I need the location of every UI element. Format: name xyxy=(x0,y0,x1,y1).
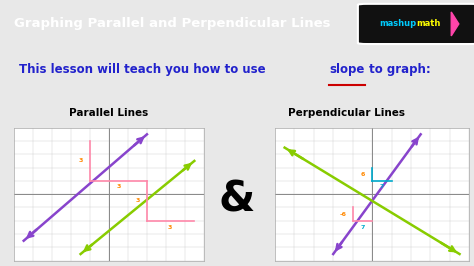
Text: 6: 6 xyxy=(360,172,365,177)
Text: Graphing Parallel and Perpendicular Lines: Graphing Parallel and Perpendicular Line… xyxy=(14,18,331,30)
Text: 3: 3 xyxy=(116,184,121,189)
FancyBboxPatch shape xyxy=(358,4,474,44)
Text: 3: 3 xyxy=(135,198,140,203)
Text: math: math xyxy=(416,19,440,28)
Text: 3: 3 xyxy=(167,225,172,230)
Text: 3: 3 xyxy=(78,159,83,163)
Text: 7: 7 xyxy=(360,225,365,230)
Text: &: & xyxy=(219,178,255,220)
Text: This lesson will teach you how to use: This lesson will teach you how to use xyxy=(19,63,270,76)
Text: slope: slope xyxy=(329,63,365,76)
Text: to graph:: to graph: xyxy=(365,63,431,76)
Text: 7: 7 xyxy=(380,184,384,189)
Text: -6: -6 xyxy=(339,212,346,217)
Text: mashup: mashup xyxy=(379,19,416,28)
Text: Parallel Lines: Parallel Lines xyxy=(69,108,149,118)
Polygon shape xyxy=(451,12,459,36)
Text: Perpendicular Lines: Perpendicular Lines xyxy=(288,108,404,118)
